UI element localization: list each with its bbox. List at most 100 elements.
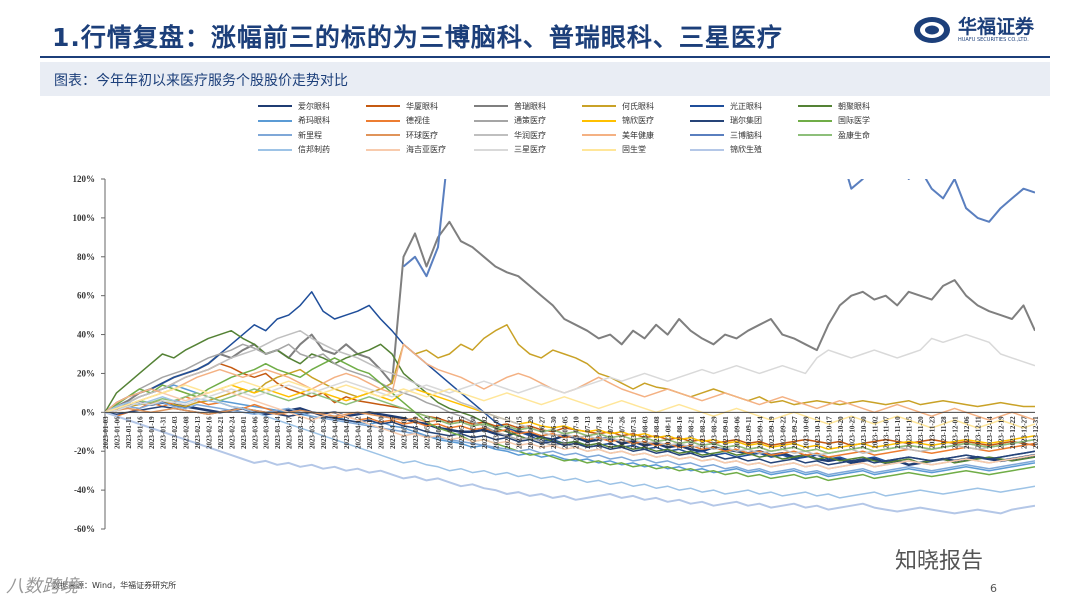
y-tick-label: 20% <box>77 368 95 378</box>
page-number: 6 <box>990 582 997 595</box>
x-tick-label: 2023-05-04 <box>401 416 409 449</box>
x-tick-label: 2023-05-09 <box>412 416 420 449</box>
x-tick-label: 2023-03-17 <box>286 416 294 449</box>
x-tick-label: 2023-12-27 <box>1021 416 1029 449</box>
x-tick-label: 2023-09-01 <box>722 416 730 449</box>
x-tick-label: 2023-06-07 <box>492 416 500 449</box>
logo-name: 华福证券 <box>958 16 1035 38</box>
x-tick-label: 2023-06-27 <box>538 416 546 449</box>
y-tick-label: -60% <box>74 524 95 534</box>
legend-label: 新里程 <box>298 130 322 140</box>
x-tick-label: 2023-03-14 <box>274 416 282 449</box>
x-tick-label: 2023-07-05 <box>561 416 569 449</box>
x-tick-label: 2023-03-01 <box>240 416 248 449</box>
watermark-left: 八数跨境 <box>6 576 78 597</box>
x-tick-label: 2023-12-01 <box>952 416 960 449</box>
series-line <box>105 411 1035 515</box>
x-tick-label: 2023-12-06 <box>963 416 971 449</box>
x-tick-label: 2023-12-19 <box>998 416 1006 449</box>
x-tick-label: 2023-08-24 <box>699 416 707 449</box>
x-tick-label: 2023-10-12 <box>814 416 822 449</box>
legend-label: 德视佳 <box>406 116 430 125</box>
x-tick-label: 2023-10-09 <box>802 416 810 449</box>
legend-label: 盈康生命 <box>838 130 870 140</box>
legend-item: 锦欣生殖 <box>690 143 762 157</box>
x-tick-label: 2023-04-17 <box>366 416 374 449</box>
x-tick-label: 2023-11-10 <box>894 416 902 449</box>
x-tick-label: 2023-11-02 <box>871 416 879 449</box>
x-tick-label: 2023-08-29 <box>711 416 719 449</box>
x-tick-label: 2023-09-19 <box>768 416 776 449</box>
series-line <box>402 179 1035 278</box>
series-line <box>105 220 1035 414</box>
legend-item: 普瑞眼科 <box>474 99 546 113</box>
legend-item: 固生堂 <box>582 143 646 157</box>
x-tick-label: 2023-08-16 <box>676 416 684 449</box>
x-tick-label: 2023-05-12 <box>423 416 431 449</box>
legend-label: 国际医学 <box>838 116 870 125</box>
legend-item: 新里程 <box>258 128 322 142</box>
legend-item: 环球医疗 <box>366 128 438 142</box>
legend-label: 华润医疗 <box>514 130 546 140</box>
series-line <box>105 396 1035 499</box>
x-tick-label: 2023-02-13 <box>194 416 202 449</box>
legend-item: 国际医学 <box>798 114 870 128</box>
y-tick-label: 100% <box>73 213 96 223</box>
legend-label: 瑞尔集团 <box>730 116 762 125</box>
x-tick-label: 2023-01-19 <box>148 416 156 449</box>
x-tick-label: 2023-11-07 <box>883 416 891 449</box>
legend-item: 光正眼科 <box>690 99 762 113</box>
x-tick-label: 2023-04-20 <box>378 416 386 449</box>
huafu-logo-icon <box>914 17 950 43</box>
legend-label: 普瑞眼科 <box>514 101 546 111</box>
series-line <box>105 333 1035 414</box>
legend-swatch <box>582 105 616 107</box>
legend-swatch <box>690 134 724 136</box>
legend-label: 锦欣医疗 <box>622 116 654 125</box>
x-tick-label: 2023-03-09 <box>263 416 271 449</box>
x-tick-label: 2023-10-20 <box>837 416 845 449</box>
legend-swatch <box>690 148 724 151</box>
legend-swatch <box>258 105 292 107</box>
x-tick-label: 2023-01-31 <box>159 416 167 449</box>
series-line <box>105 388 1035 454</box>
x-tick-label: 2023-02-03 <box>171 416 179 449</box>
y-tick-label: -20% <box>74 446 95 456</box>
legend-label: 何氏眼科 <box>622 101 654 111</box>
y-tick-label: 80% <box>77 252 95 262</box>
legend-label: 华厦眼科 <box>406 101 438 111</box>
legend-label: 朝聚眼科 <box>838 101 870 111</box>
series-line <box>105 401 1035 476</box>
legend-swatch <box>258 119 292 122</box>
legend-swatch <box>690 105 724 107</box>
legend-item: 华润医疗 <box>474 128 546 142</box>
x-tick-label: 2023-06-20 <box>527 416 535 449</box>
legend-swatch <box>366 105 400 107</box>
x-tick-label: 2023-10-30 <box>860 416 868 449</box>
legend-item: 瑞尔集团 <box>690 114 762 128</box>
x-tick-label: 2023-03-27 <box>309 416 317 449</box>
x-tick-label: 2023-11-15 <box>906 416 914 449</box>
legend-swatch <box>474 134 508 136</box>
header-divider <box>40 56 1050 58</box>
legend-swatch <box>582 119 616 122</box>
x-tick-label: 2023-05-22 <box>446 416 454 449</box>
series-line <box>105 396 1035 458</box>
x-tick-label: 2023-08-11 <box>665 416 673 449</box>
legend-item: 美年健康 <box>582 128 654 142</box>
x-tick-label: 2023-05-25 <box>458 416 466 449</box>
legend-item: 海吉亚医疗 <box>366 143 446 157</box>
legend-item: 通策医疗 <box>474 114 546 128</box>
x-tick-label: 2023-06-12 <box>504 416 512 449</box>
legend-label: 固生堂 <box>622 145 646 154</box>
legend-item: 希玛眼科 <box>258 114 330 128</box>
legend-swatch <box>582 148 616 151</box>
y-tick-label: -40% <box>74 485 95 495</box>
x-tick-label: 2023-06-15 <box>515 416 523 449</box>
x-tick-label: 2023-02-24 <box>228 416 236 449</box>
legend-item: 华厦眼科 <box>366 99 438 113</box>
legend-item: 何氏眼科 <box>582 99 654 113</box>
legend-label: 光正眼科 <box>730 101 762 111</box>
page-title: 1.行情复盘：涨幅前三的标的为三博脑科、普瑞眼科、三星医疗 <box>52 23 783 52</box>
x-tick-label: 2023-04-12 <box>355 416 363 449</box>
